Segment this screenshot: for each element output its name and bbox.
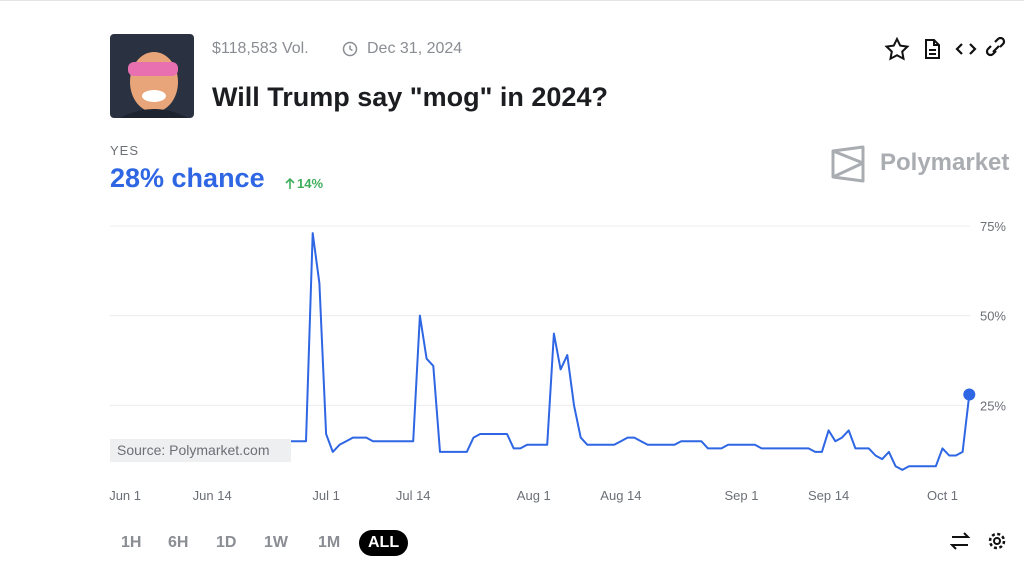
y-tick-label: 75% — [980, 219, 1006, 234]
range-button[interactable]: 1D — [216, 534, 237, 551]
x-tick-label: Jul 1 — [312, 488, 339, 503]
x-tick-label: Oct 1 — [927, 488, 958, 503]
clock-icon — [342, 41, 358, 57]
link-icon[interactable] — [985, 37, 1006, 57]
up-arrow — [285, 177, 295, 189]
current-point — [963, 388, 976, 401]
chance: 28% chance — [110, 163, 265, 193]
settings-icon[interactable] — [988, 532, 1006, 550]
market-title: Will Trump say "mog" in 2024? — [212, 82, 608, 112]
range-button[interactable]: 1H — [121, 534, 142, 551]
y-tick-label: 50% — [980, 309, 1006, 324]
outcome-label: YES — [110, 143, 140, 158]
source-label: Source: Polymarket.com — [117, 442, 270, 458]
market-image — [110, 34, 194, 118]
range-button[interactable]: 6H — [168, 534, 189, 551]
range-button[interactable]: ALL — [359, 530, 409, 556]
x-tick-label: Jun 14 — [193, 488, 232, 503]
source-box — [110, 439, 291, 462]
action-icons — [884, 37, 1006, 61]
brand-name: Polymarket — [880, 149, 1010, 176]
x-tick-label: Jul 14 — [396, 488, 431, 503]
brand-logo — [831, 145, 865, 183]
price-line — [111, 232, 971, 471]
end-date: Dec 31, 2024 — [367, 40, 463, 57]
x-tick-label: Aug 14 — [600, 488, 641, 503]
x-tick-label: Jun 1 — [109, 488, 141, 503]
x-tick-label: Sep 14 — [808, 488, 849, 503]
x-tick-label: Sep 1 — [725, 488, 759, 503]
top-border — [0, 0, 1024, 1]
volume: $118,583 Vol. — [212, 40, 309, 57]
swap-icon[interactable] — [950, 532, 971, 550]
chart-tools — [950, 532, 1006, 550]
y-tick-label: 25% — [980, 398, 1006, 413]
change: 14% — [297, 176, 324, 191]
range-button[interactable]: 1M — [318, 534, 341, 551]
chart: 25% 50% 75% Jun 1 Jun 14 Jul 1 Jul 14 Aug 1 Aug … — [109, 219, 1006, 503]
star-icon[interactable] — [884, 37, 910, 61]
x-tick-label: Aug 1 — [517, 488, 551, 503]
range-button[interactable]: 1W — [264, 534, 288, 551]
doc-icon[interactable] — [925, 39, 940, 59]
embed-icon[interactable] — [955, 43, 977, 55]
